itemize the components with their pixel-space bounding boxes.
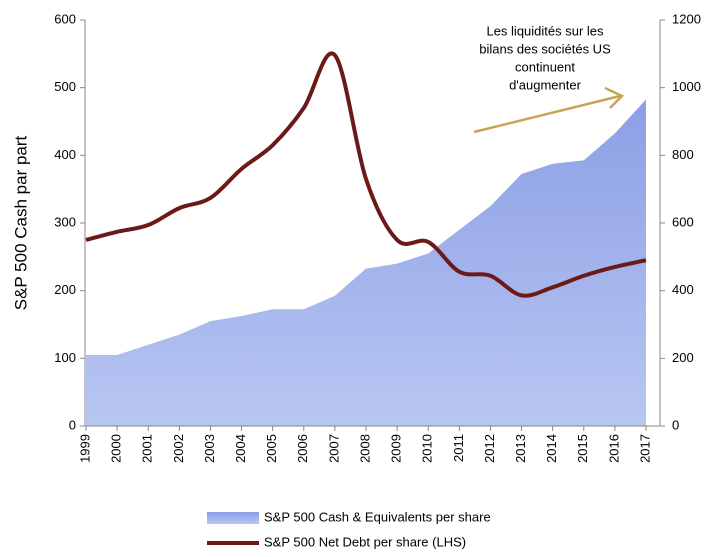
debt-line: [85, 51, 647, 298]
x-tick-label: 2003: [202, 434, 217, 463]
y2-tick-label: 600: [672, 214, 694, 229]
x-tick-label: 2001: [140, 434, 155, 463]
x-tick-label: 1999: [77, 434, 92, 463]
y2-tick-label: 0: [672, 417, 679, 432]
cash-area: [86, 99, 646, 426]
x-tick-label: 2008: [357, 434, 372, 463]
legend-label: S&P 500 Cash & Equivalents per share: [264, 509, 491, 524]
x-tick-label: 2011: [451, 434, 466, 462]
x-tick-label: 2015: [575, 434, 590, 463]
annotation: continuent: [515, 59, 575, 74]
y-tick-label: 200: [54, 282, 76, 297]
arrow: [473, 94, 621, 134]
y2-tick-label: 800: [672, 147, 694, 162]
x-tick-label: 2000: [109, 434, 124, 463]
legend-swatch: [207, 512, 259, 524]
y-axis-label: S&P 500 Cash par part: [11, 135, 30, 310]
annotation: d'augmenter: [509, 77, 582, 92]
x-tick-label: 2007: [326, 434, 341, 463]
y2-tick-label: 200: [672, 350, 694, 365]
y-tick-label: 400: [54, 147, 76, 162]
x-tick-label: 2004: [233, 434, 248, 463]
y-tick-label: 0: [69, 417, 76, 432]
arrow-head: [604, 86, 625, 109]
y-tick-label: 100: [54, 350, 76, 365]
y-tick-label: 600: [54, 11, 76, 26]
y2-tick-label: 1000: [672, 79, 701, 94]
x-tick-label: 2017: [637, 434, 652, 463]
x-tick-label: 2002: [171, 434, 186, 463]
y-tick-label: 500: [54, 79, 76, 94]
legend-label: S&P 500 Net Debt per share (LHS): [264, 534, 466, 549]
x-tick-label: 2010: [420, 434, 435, 463]
x-tick-label: 2006: [295, 434, 310, 463]
x-tick-label: 2014: [544, 434, 559, 463]
x-tick-label: 2012: [482, 434, 497, 463]
x-tick-label: 2016: [606, 434, 621, 463]
annotation: Les liquidités sur les: [486, 23, 604, 38]
x-tick-label: 2005: [264, 434, 279, 463]
y2-tick-label: 1200: [672, 11, 701, 26]
annotation: bilans des sociétés US: [479, 41, 611, 56]
y2-tick-label: 400: [672, 282, 694, 297]
x-tick-label: 2013: [513, 434, 528, 463]
x-tick-label: 2009: [389, 434, 404, 463]
y-tick-label: 300: [54, 214, 76, 229]
